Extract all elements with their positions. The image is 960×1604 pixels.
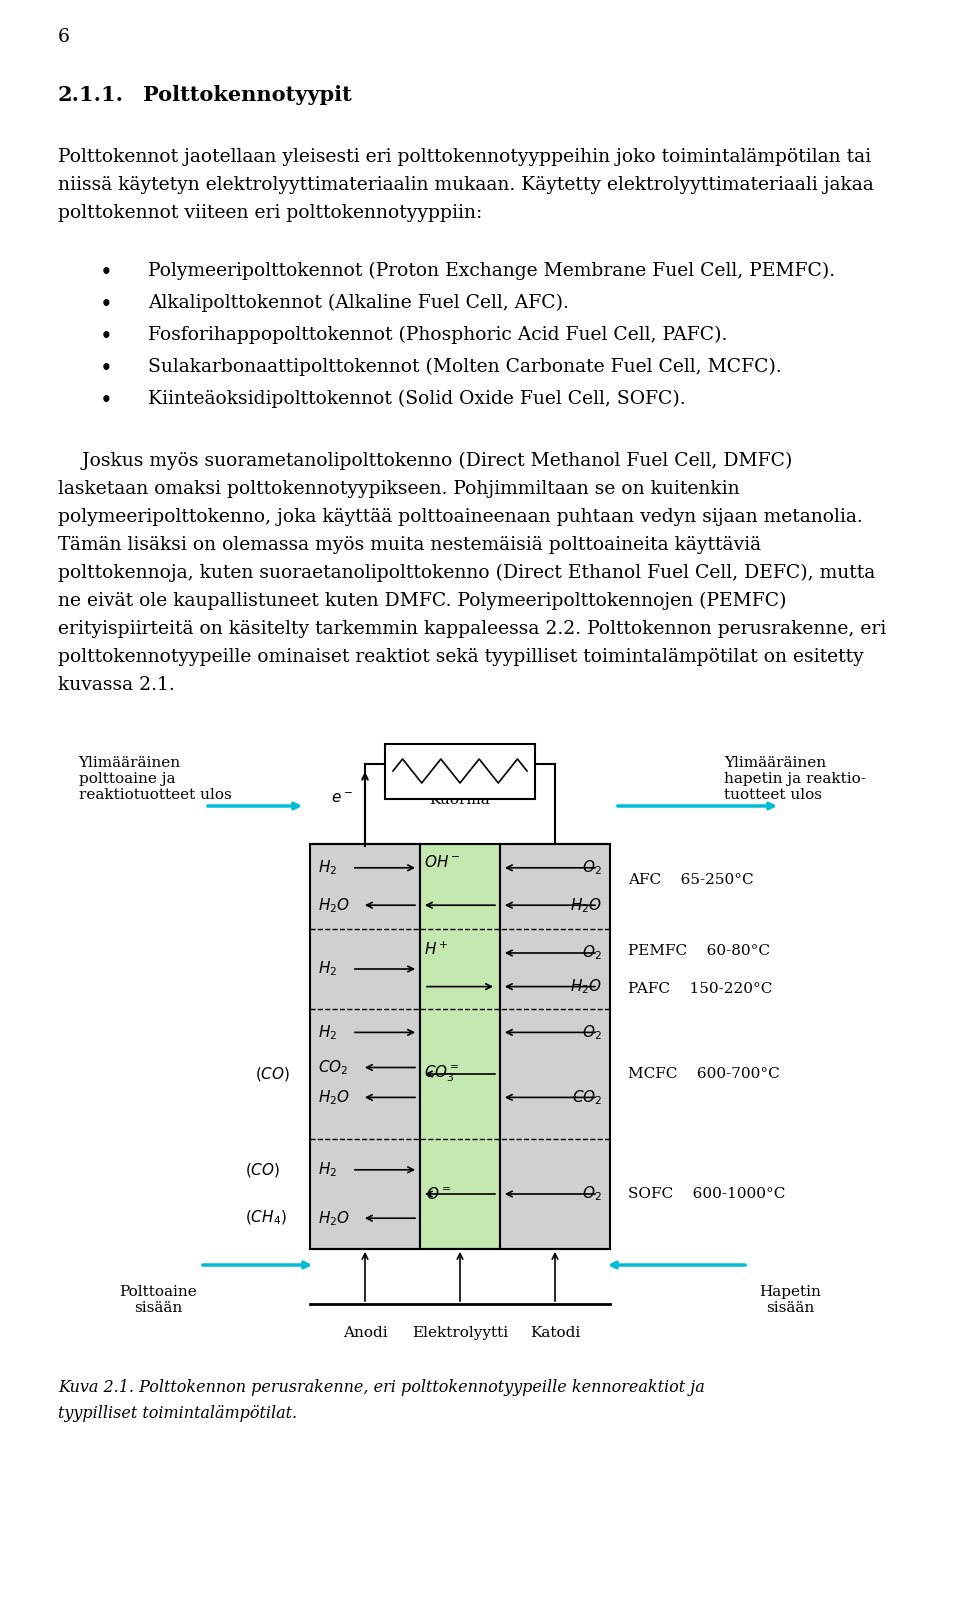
Text: $H_2$: $H_2$ [318,1023,337,1041]
Text: Katodi: Katodi [530,1327,580,1339]
Text: Alkalipolttokennot (Alkaline Fuel Cell, AFC).: Alkalipolttokennot (Alkaline Fuel Cell, … [148,294,569,313]
Text: erityispiirteitä on käsitelty tarkemmin kappaleessa 2.2. Polttokennon perusraken: erityispiirteitä on käsitelty tarkemmin … [58,621,886,638]
Text: 2.1.1.: 2.1.1. [58,85,124,104]
Text: $OH^-$: $OH^-$ [424,853,461,869]
Text: SOFC    600-1000°C: SOFC 600-1000°C [628,1187,785,1201]
Text: polymeeripolttokenno, joka käyttää polttoaineenaan puhtaan vedyn sijaan metanoli: polymeeripolttokenno, joka käyttää poltt… [58,508,863,526]
Text: Kiinteäoksidipolttokennot (Solid Oxide Fuel Cell, SOFC).: Kiinteäoksidipolttokennot (Solid Oxide F… [148,390,685,409]
Bar [420,844,500,1250]
Text: Ylimääräinen
hapetin ja reaktio-
tuotteet ulos: Ylimääräinen hapetin ja reaktio- tuottee… [724,755,866,802]
Text: Polttokennot jaotellaan yleisesti eri polttokennotyyppeihin joko toimintalämpöti: Polttokennot jaotellaan yleisesti eri po… [58,148,871,165]
Text: •: • [100,390,112,412]
Text: polttokennotyypeille ominaiset reaktiot sekä tyypilliset toimintalämpötilat on e: polttokennotyypeille ominaiset reaktiot … [58,648,864,666]
Text: $O_2$: $O_2$ [583,1185,602,1203]
Text: •: • [100,261,112,284]
Text: Hapetin
sisään: Hapetin sisään [759,1285,821,1315]
Text: •: • [100,294,112,316]
Text: $H_2$: $H_2$ [318,858,337,877]
Text: lasketaan omaksi polttokennotyypikseen. Pohjimmiltaan se on kuitenkin: lasketaan omaksi polttokennotyypikseen. … [58,480,739,497]
Text: $e^-$: $e^-$ [331,792,353,807]
Text: $O_2$: $O_2$ [583,858,602,877]
Text: Joskus myös suorametanolipolttokenno (Direct Methanol Fuel Cell, DMFC): Joskus myös suorametanolipolttokenno (Di… [58,452,792,470]
Text: $CO_3^{=}$: $CO_3^{=}$ [424,1063,460,1084]
Text: $H^+$: $H^+$ [424,940,448,958]
Text: $H_2O$: $H_2O$ [318,897,350,914]
Text: •: • [100,358,112,380]
Text: PEMFC    60-80°C: PEMFC 60-80°C [628,945,770,958]
Text: $H_2O$: $H_2O$ [318,1088,350,1107]
Text: $H_2$: $H_2$ [318,1160,337,1179]
Bar [310,844,420,1250]
Text: •: • [100,326,112,348]
Text: Polttoaine
sisään: Polttoaine sisään [119,1285,197,1315]
Text: Fosforihappopolttokennot (Phosphoric Acid Fuel Cell, PAFC).: Fosforihappopolttokennot (Phosphoric Aci… [148,326,728,345]
Text: Elektrolyytti: Elektrolyytti [412,1327,508,1339]
Text: Polymeeripolttokennot (Proton Exchange Membrane Fuel Cell, PEMFC).: Polymeeripolttokennot (Proton Exchange M… [148,261,835,281]
Text: Sulakarbonaattipolttokennot (Molten Carbonate Fuel Cell, MCFC).: Sulakarbonaattipolttokennot (Molten Carb… [148,358,781,377]
Bar [385,744,535,799]
Text: $O_2$: $O_2$ [583,943,602,962]
Text: kuvassa 2.1.: kuvassa 2.1. [58,675,175,695]
Text: AFC    65-250°C: AFC 65-250°C [628,874,754,887]
Text: Tämän lisäksi on olemassa myös muita nestemäisiä polttoaineita käyttäviä: Tämän lisäksi on olemassa myös muita nes… [58,536,761,553]
Text: $(CO)$: $(CO)$ [245,1161,280,1179]
Text: $(CH_4)$: $(CH_4)$ [245,1209,287,1227]
Text: $H_2O$: $H_2O$ [570,897,602,914]
Text: MCFC    600-700°C: MCFC 600-700°C [628,1067,780,1081]
Text: $O_2$: $O_2$ [583,1023,602,1041]
Text: $O^{=}$: $O^{=}$ [426,1185,451,1201]
Text: 6: 6 [58,27,70,47]
Text: niissä käytetyn elektrolyyttimateriaalin mukaan. Käytetty elektrolyyttimateriaal: niissä käytetyn elektrolyyttimateriaalin… [58,176,874,194]
Text: $CO_2$: $CO_2$ [571,1088,602,1107]
Text: Ylimääräinen
polttoaine ja
reaktiotuotteet ulos: Ylimääräinen polttoaine ja reaktiotuotte… [79,755,231,802]
Text: $H_2O$: $H_2O$ [318,1209,350,1227]
Text: Anodi: Anodi [343,1327,387,1339]
Text: $H_2O$: $H_2O$ [570,977,602,996]
Bar [500,844,610,1250]
Text: Polttokennotyypit: Polttokennotyypit [143,85,351,104]
Text: polttokennoja, kuten suoraetanolipolttokenno (Direct Ethanol Fuel Cell, DEFC), m: polttokennoja, kuten suoraetanolipolttok… [58,565,876,582]
Text: $H_2$: $H_2$ [318,959,337,978]
Text: $CO_2$: $CO_2$ [318,1059,348,1076]
Text: ne eivät ole kaupallistuneet kuten DMFC. Polymeeripolttokennojen (PEMFC): ne eivät ole kaupallistuneet kuten DMFC.… [58,592,786,610]
Text: Kuorma: Kuorma [430,792,491,807]
Text: $(CO)$: $(CO)$ [255,1065,290,1083]
Text: PAFC    150-220°C: PAFC 150-220°C [628,982,773,996]
Text: polttokennot viiteen eri polttokennotyyppiin:: polttokennot viiteen eri polttokennotyyp… [58,204,482,221]
Text: Kuva 2.1. Polttokennon perusrakenne, eri polttokennotyypeille kennoreaktiot ja: Kuva 2.1. Polttokennon perusrakenne, eri… [58,1379,705,1395]
Text: tyypilliset toimintalämpötilat.: tyypilliset toimintalämpötilat. [58,1405,298,1423]
